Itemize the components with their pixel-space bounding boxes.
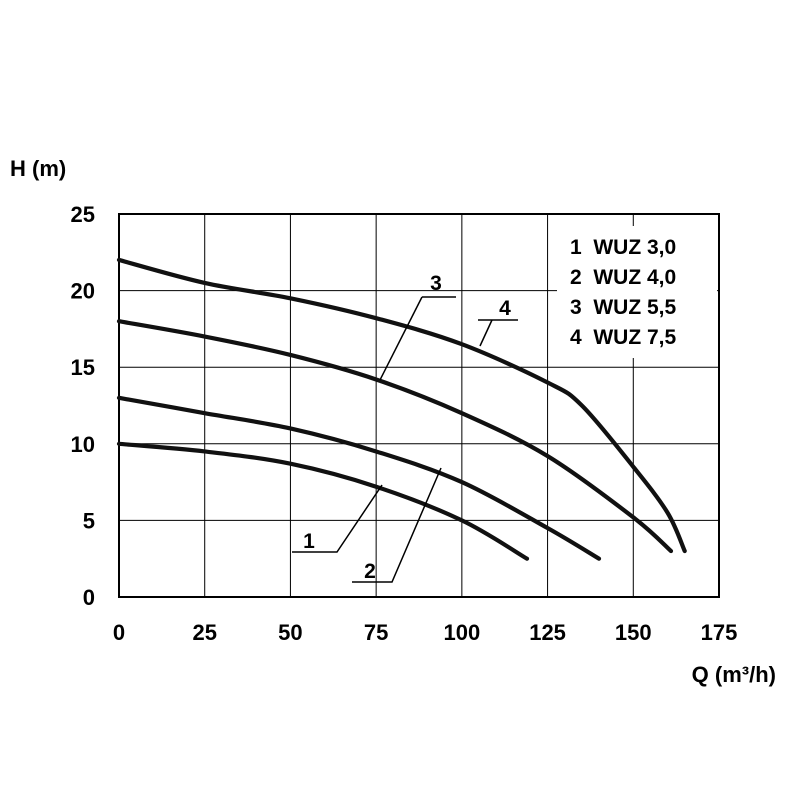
leader-line-4-pointer <box>479 319 493 347</box>
series-line-3 <box>116 319 674 554</box>
curve-label-4: 4 <box>499 297 511 320</box>
x-tick-label: 50 <box>278 620 302 645</box>
y-tick-label: 15 <box>71 355 95 380</box>
leader-line-1 <box>292 484 383 553</box>
y-tick-label: 25 <box>71 202 95 227</box>
legend-background <box>557 226 717 358</box>
x-tick-label: 100 <box>443 620 480 645</box>
leader-line-2 <box>352 467 442 583</box>
x-tick-label: 0 <box>113 620 125 645</box>
curve-label-2: 2 <box>364 560 376 583</box>
plot-frame <box>118 213 720 598</box>
legend-entry: 4 WUZ 7,5 <box>570 326 677 349</box>
x-tick-label: 75 <box>364 620 388 645</box>
y-tick-label: 5 <box>83 508 95 533</box>
legend: 1 WUZ 3,0 2 WUZ 4,0 3 WUZ 5,5 4 WUZ 7,5 <box>557 226 717 358</box>
x-tick-label: 150 <box>615 620 652 645</box>
x-tick-label: 125 <box>529 620 566 645</box>
x-tick-label: 175 <box>701 620 738 645</box>
series-layer <box>116 257 687 561</box>
series-line-1 <box>116 441 530 561</box>
curve-label-1: 1 <box>303 530 315 553</box>
y-axis-title: H (m) <box>10 156 66 181</box>
x-tick-label: 25 <box>192 620 216 645</box>
y-tick-label: 10 <box>71 432 95 457</box>
legend-entry: 2 WUZ 4,0 <box>570 266 676 289</box>
curve-labels: 1 2 3 4 <box>292 272 518 583</box>
tick-layer: 0 25 50 75 100 125 150 175 0 5 10 15 20 25 <box>71 202 738 645</box>
leader-line-3-pointer <box>379 296 423 381</box>
x-axis-title: Q (m³/h) <box>692 662 776 687</box>
y-tick-label: 20 <box>71 279 95 304</box>
legend-entry: 1 WUZ 3,0 <box>570 236 676 259</box>
curve-label-3: 3 <box>430 272 442 295</box>
legend-entry: 3 WUZ 5,5 <box>570 296 677 319</box>
series-line-2 <box>116 395 602 561</box>
series-line-4 <box>116 257 687 554</box>
y-tick-label: 0 <box>83 585 95 610</box>
